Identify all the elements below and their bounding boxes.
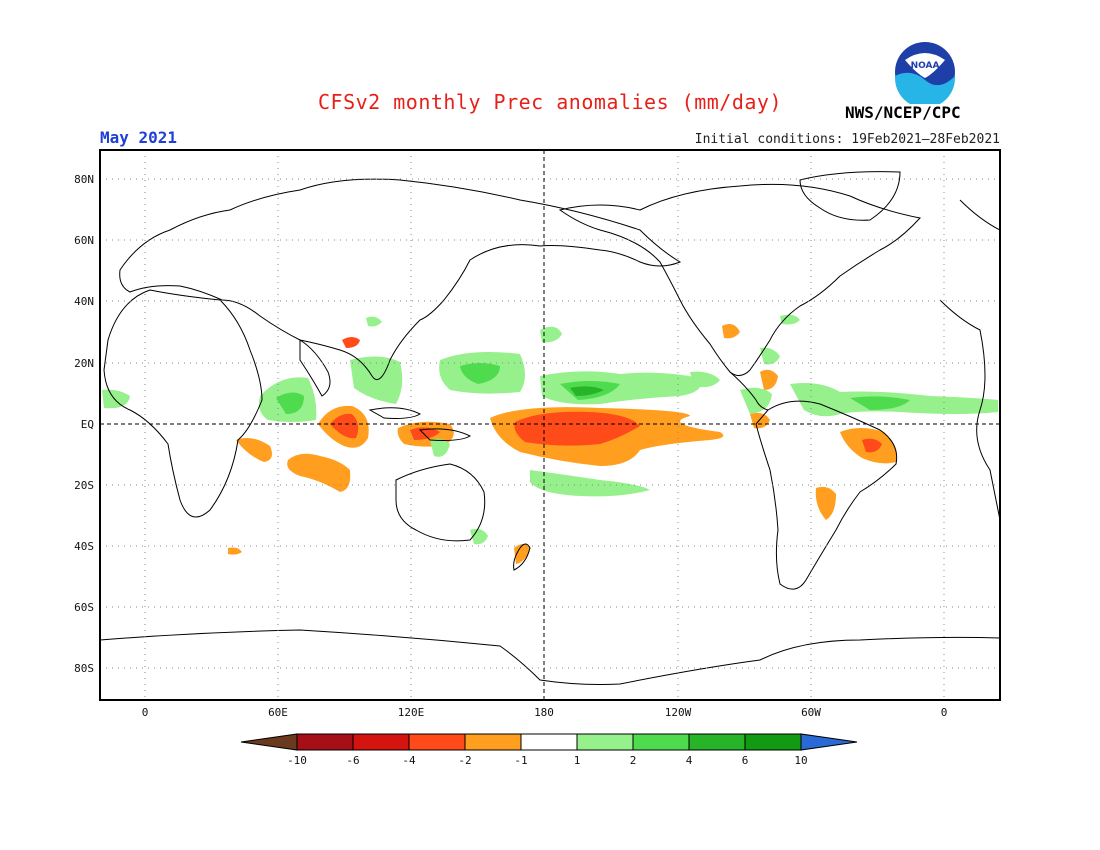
- lon-label: 180: [534, 706, 554, 719]
- colorbar-label: 6: [742, 754, 749, 767]
- logo-text: NOAA: [911, 61, 940, 71]
- initial-conditions: Initial conditions: 19Feb2021–28Feb2021: [694, 132, 1000, 147]
- lat-label: 20S: [74, 479, 94, 492]
- colorbar-swatch: [352, 733, 410, 751]
- chart-title: CFSv2 monthly Prec anomalies (mm/day): [317, 90, 783, 114]
- noaa-logo: NOAA: [894, 41, 956, 104]
- colorbar-label: -4: [402, 754, 416, 767]
- colorbar-swatch: [688, 733, 746, 751]
- lat-label: 60S: [74, 601, 94, 614]
- colorbar-swatch: [632, 733, 690, 751]
- lon-label: 0: [142, 706, 149, 719]
- colorbar-extend-high: [800, 733, 858, 751]
- colorbar-swatch: [464, 733, 522, 751]
- colorbar: -10 -6 -4 -2 -1 1 2 4 6 10: [240, 733, 858, 767]
- lat-label: 80S: [74, 662, 94, 675]
- lat-label: EQ: [81, 418, 94, 431]
- colorbar-label: 1: [574, 754, 581, 767]
- colorbar-swatch: [408, 733, 466, 751]
- lon-label: 120E: [398, 706, 425, 719]
- graticule: [100, 150, 1000, 700]
- colorbar-swatch: [576, 733, 634, 751]
- lon-label: 120W: [665, 706, 692, 719]
- valid-month: May 2021: [100, 128, 178, 147]
- colorbar-label: -1: [514, 754, 527, 767]
- lat-label: 80N: [74, 173, 94, 186]
- lon-label: 0: [941, 706, 948, 719]
- colorbar-extend-low: [240, 733, 298, 751]
- colorbar-swatch: [744, 733, 802, 751]
- colorbar-label: -6: [346, 754, 359, 767]
- colorbar-swatch: [520, 733, 578, 751]
- colorbar-label: 10: [794, 754, 807, 767]
- anomaly-shading: [102, 314, 998, 564]
- lat-label: 20N: [74, 357, 94, 370]
- lat-label: 40S: [74, 540, 94, 553]
- plot-frame: [99, 149, 1001, 701]
- coastlines: [100, 171, 1000, 685]
- colorbar-label: -10: [287, 754, 307, 767]
- colorbar-label: 4: [686, 754, 693, 767]
- colorbar-label: -2: [458, 754, 471, 767]
- lon-labels: 0 60E 120E 180 120W 60W 0: [142, 706, 948, 719]
- colorbar-label: 2: [630, 754, 637, 767]
- lat-label: 40N: [74, 295, 94, 308]
- lon-label: 60W: [801, 706, 821, 719]
- lon-label: 60E: [268, 706, 288, 719]
- agency-label: NWS/NCEP/CPC: [845, 103, 961, 122]
- lat-label: 60N: [74, 234, 94, 247]
- lat-labels: 80N 60N 40N 20N EQ 20S 40S 60S 80S: [74, 173, 94, 675]
- colorbar-swatch: [296, 733, 354, 751]
